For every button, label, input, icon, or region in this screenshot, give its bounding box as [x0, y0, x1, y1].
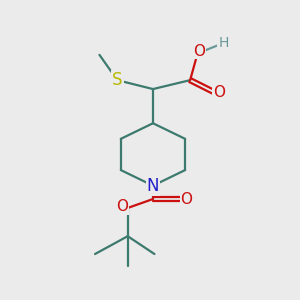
Text: O: O [213, 85, 225, 100]
Text: S: S [112, 71, 123, 89]
Text: O: O [181, 191, 193, 206]
Text: N: N [147, 177, 159, 195]
Text: O: O [193, 44, 205, 59]
Text: O: O [116, 199, 128, 214]
Text: H: H [218, 36, 229, 50]
